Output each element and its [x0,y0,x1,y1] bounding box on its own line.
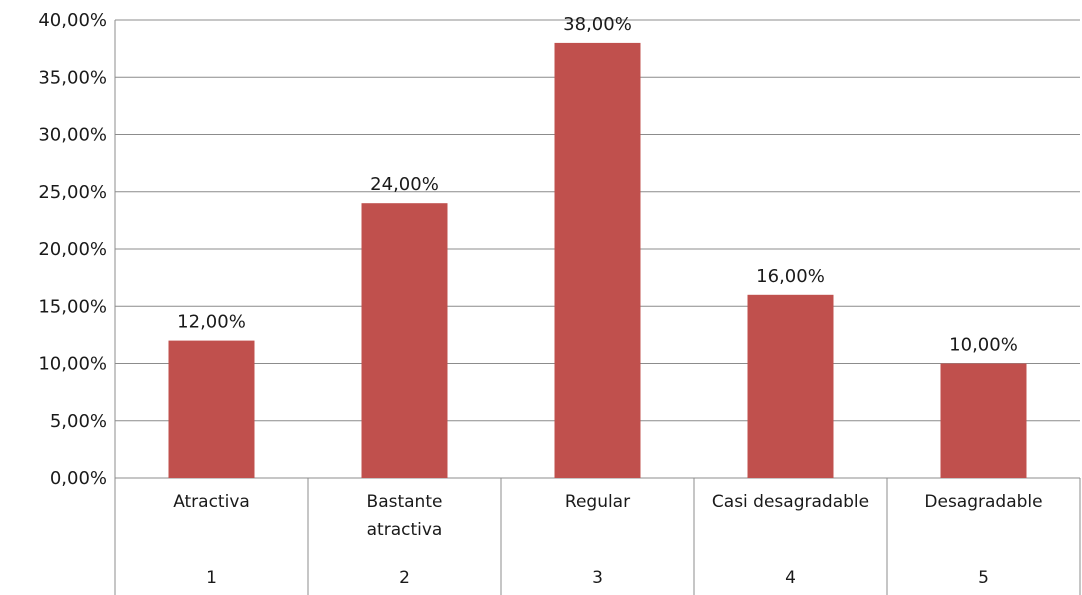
y-tick-label: 0,00% [50,468,107,489]
data-label: 38,00% [563,14,632,35]
category-number: 3 [592,568,603,588]
data-label: 12,00% [177,312,246,333]
y-tick-label: 40,00% [38,10,107,31]
category-number: 4 [785,568,796,588]
bar [747,294,834,478]
bar [361,203,448,478]
category-number: 2 [399,568,410,588]
axes [114,20,1081,595]
bar [940,363,1027,478]
category-label: Desagradable [924,492,1042,512]
bars [168,42,1027,479]
bar [554,42,641,479]
category-label: Casi desagradable [712,492,869,512]
category-label: Bastante [367,492,443,512]
category-number: 1 [206,568,217,588]
bar [168,340,255,478]
y-tick-label: 30,00% [38,125,107,146]
y-tick-label: 20,00% [38,239,107,260]
x-category-labels: Atractiva 1 Bastante atractiva 2 Regular 3 Casi… [173,492,1042,588]
category-label: Atractiva [173,492,250,512]
data-label: 10,00% [949,335,1018,356]
category-label: atractiva [367,520,443,540]
category-label: Regular [565,492,630,512]
y-tick-label: 10,00% [38,354,107,375]
y-tick-label: 15,00% [38,296,107,317]
y-tick-label: 5,00% [50,411,107,432]
category-number: 5 [978,568,989,588]
y-tick-label: 25,00% [38,182,107,203]
data-label: 16,00% [756,266,825,287]
y-tick-labels: 0,00% 5,00% 10,00% 15,00% 20,00% 25,00% 30,00%… [38,10,107,489]
y-tick-label: 35,00% [38,67,107,88]
data-labels: 12,00% 24,00% 38,00% 16,00% 10,00% [177,14,1018,356]
data-label: 24,00% [370,174,439,195]
